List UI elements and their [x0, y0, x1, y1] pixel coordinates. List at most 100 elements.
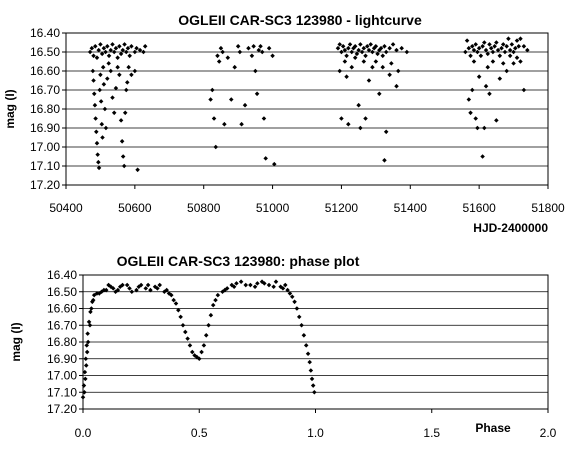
- data-point: [339, 49, 344, 55]
- data-point: [96, 47, 101, 53]
- data-point: [137, 47, 143, 53]
- data-point: [485, 64, 491, 70]
- data-point: [126, 64, 131, 70]
- data-point: [98, 42, 103, 47]
- data-point: [261, 116, 267, 121]
- data-point: [81, 383, 87, 388]
- data-point: [80, 395, 86, 400]
- data-point: [296, 314, 302, 320]
- data-point: [387, 72, 392, 78]
- data-point: [390, 42, 396, 47]
- data-point: [111, 110, 117, 116]
- data-point: [119, 139, 125, 144]
- x-tick-label: 50600: [118, 201, 152, 215]
- data-point: [497, 53, 503, 59]
- y-tick-label: 17.10: [47, 385, 77, 399]
- data-point: [263, 156, 268, 161]
- data-point: [83, 363, 89, 368]
- data-point: [94, 291, 100, 296]
- y-tick-label: 16.90: [47, 352, 77, 366]
- data-point: [349, 64, 355, 70]
- data-point: [287, 291, 293, 296]
- y-tick-label: 16.40: [47, 268, 77, 282]
- data-point: [220, 49, 225, 55]
- data-point: [210, 87, 215, 93]
- data-point: [352, 55, 358, 60]
- data-point: [173, 301, 179, 306]
- data-point: [190, 349, 195, 355]
- y-tick-label: 17.20: [30, 178, 60, 192]
- data-point: [476, 74, 482, 79]
- data-point: [487, 91, 492, 97]
- data-point: [363, 53, 368, 59]
- data-point: [185, 336, 190, 341]
- data-point: [101, 45, 107, 51]
- data-point: [473, 116, 478, 121]
- x-axis-label: HJD-2400000: [473, 221, 548, 235]
- data-point: [310, 383, 316, 388]
- data-point: [358, 42, 363, 47]
- data-point: [103, 125, 109, 131]
- data-point: [183, 329, 188, 335]
- data-series: [80, 279, 317, 400]
- data-point: [113, 85, 119, 91]
- data-point: [312, 389, 317, 395]
- data-point: [208, 97, 213, 102]
- data-point: [213, 297, 218, 303]
- data-point: [307, 359, 312, 365]
- data-point: [117, 44, 122, 49]
- data-point: [91, 78, 96, 83]
- data-point: [129, 289, 135, 295]
- data-point: [389, 61, 394, 66]
- data-point: [91, 53, 96, 59]
- data-point: [106, 53, 112, 59]
- data-point: [171, 297, 176, 303]
- data-point: [404, 49, 410, 55]
- data-point: [115, 55, 120, 60]
- data-point: [97, 291, 102, 296]
- y-axis-label: mag (I): [9, 322, 23, 361]
- data-point: [103, 49, 108, 55]
- data-point: [125, 80, 130, 85]
- data-point: [96, 159, 101, 165]
- data-point: [108, 68, 114, 74]
- data-point: [213, 144, 219, 150]
- data-point: [258, 44, 263, 49]
- x-tick-label: 0.0: [75, 426, 92, 440]
- data-point: [339, 116, 344, 121]
- y-tick-label: 16.80: [47, 335, 77, 349]
- data-point: [110, 42, 115, 47]
- data-point: [215, 53, 220, 59]
- y-axis-label: mag (I): [3, 89, 17, 128]
- data-point: [83, 356, 89, 362]
- data-point: [118, 51, 124, 57]
- data-point: [308, 368, 314, 373]
- x-tick-label: 50800: [187, 201, 221, 215]
- data-point: [305, 351, 311, 356]
- data-point: [123, 49, 129, 55]
- data-point: [129, 44, 134, 49]
- data-point: [187, 343, 193, 348]
- data-point: [89, 45, 95, 51]
- data-point: [84, 349, 90, 355]
- data-point: [108, 47, 114, 53]
- y-tick-label: 17.00: [47, 369, 77, 383]
- data-point: [299, 322, 304, 328]
- data-point: [199, 349, 204, 355]
- data-point: [271, 284, 276, 289]
- data-point: [494, 118, 499, 123]
- data-point: [285, 287, 290, 293]
- data-point: [395, 68, 401, 74]
- data-point: [239, 121, 244, 127]
- y-tick-label: 16.40: [30, 26, 60, 40]
- data-point: [511, 61, 516, 66]
- y-tick-label: 17.00: [30, 140, 60, 154]
- data-point: [482, 40, 487, 45]
- data-point: [487, 42, 492, 47]
- data-point: [201, 343, 207, 348]
- data-point: [232, 64, 237, 70]
- data-point: [354, 51, 360, 57]
- x-tick-label: 1.0: [307, 426, 324, 440]
- x-tick-label: 51600: [462, 201, 496, 215]
- data-point: [463, 49, 468, 55]
